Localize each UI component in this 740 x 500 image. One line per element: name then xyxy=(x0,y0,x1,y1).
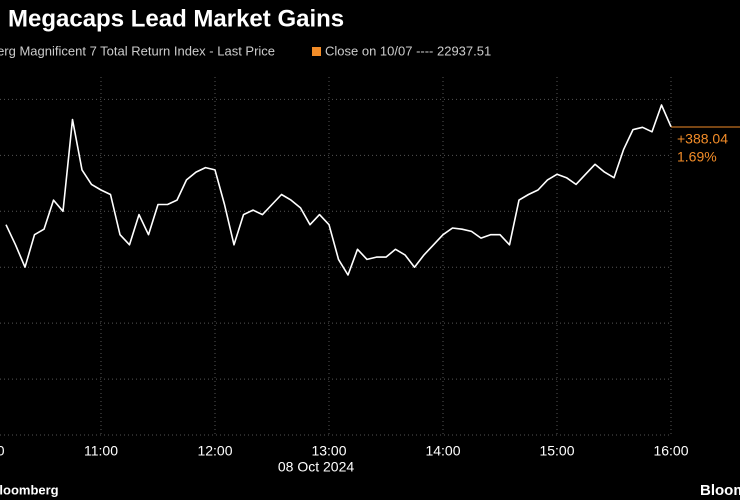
legend-label: Bloomberg Magnificent 7 Total Return Ind… xyxy=(0,43,275,58)
x-tick-label: 16:00 xyxy=(653,443,688,459)
date-label: 08 Oct 2024 xyxy=(278,459,354,475)
legend-swatch xyxy=(312,47,321,56)
change-label: +388.04 xyxy=(677,131,728,147)
reference-label: Close on 10/07 ---- 22937.51 xyxy=(325,43,491,58)
x-tick-label: 15:00 xyxy=(539,443,574,459)
chart-title: Megacaps Lead Market Gains xyxy=(8,5,344,32)
x-tick-label: 11:00 xyxy=(84,443,118,459)
x-tick-label: 13:00 xyxy=(311,443,346,459)
change-pct-label: 1.69% xyxy=(677,149,717,165)
logo: Bloomberg xyxy=(700,482,740,499)
x-tick-label: 10:00 xyxy=(0,443,5,459)
x-tick-label: 12:00 xyxy=(197,443,232,459)
x-tick-label: 14:00 xyxy=(425,443,460,459)
price-line xyxy=(5,104,672,276)
source: Bloomberg xyxy=(0,482,59,497)
